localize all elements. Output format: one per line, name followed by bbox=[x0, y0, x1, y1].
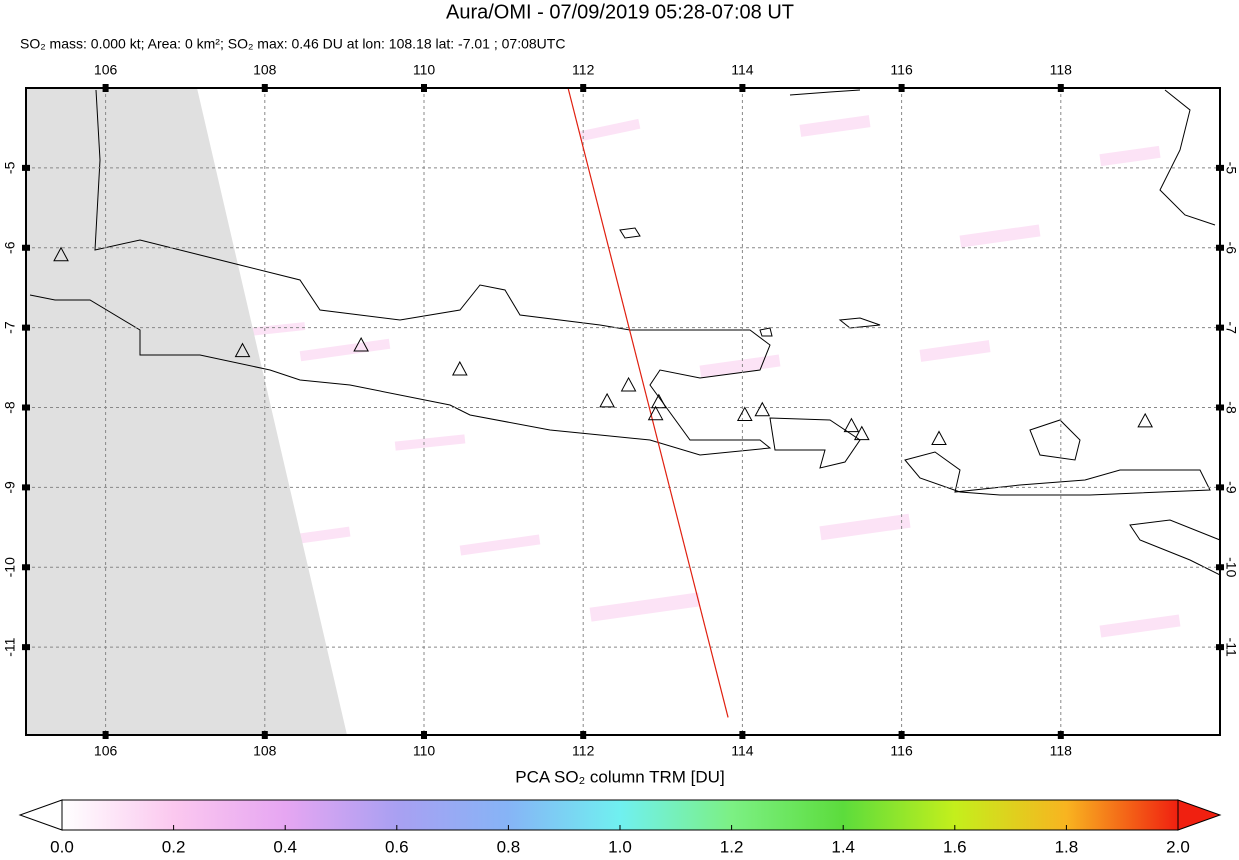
axes: 106 106 108 108 110 110 112 112 114 114 116 116 118 1… bbox=[2, 62, 1239, 759]
colorbar-tick-label: 0.4 bbox=[273, 837, 297, 855]
volcano-marker bbox=[736, 406, 753, 421]
no-data-region bbox=[26, 88, 347, 735]
x-tick-label: 116 bbox=[890, 62, 913, 78]
x-tick-label: 110 bbox=[413, 62, 436, 78]
colorbar: PCA SO₂ column TRM [DU] 0.0 0.2 0.4 0.6 0.8 1… bbox=[18, 767, 1222, 856]
volcano-marker bbox=[647, 405, 664, 421]
y-tick-label: -5 bbox=[1223, 162, 1239, 175]
x-tick-label: 106 bbox=[94, 743, 118, 759]
marks bbox=[53, 87, 1154, 718]
x-tick-label: 114 bbox=[731, 743, 754, 759]
y-tick-label: -5 bbox=[2, 161, 18, 174]
colorbar-tick-label: 1.4 bbox=[831, 837, 855, 855]
map-frame bbox=[25, 87, 1221, 736]
y-tick-label: -8 bbox=[2, 401, 18, 414]
chart-subtitle: SO₂ mass: 0.000 kt; Area: 0 km²; SO₂ max… bbox=[20, 36, 565, 52]
colorbar-tick-label: 1.6 bbox=[943, 837, 967, 855]
y-tick-label: -7 bbox=[1223, 321, 1239, 334]
volcano-marker bbox=[353, 336, 369, 352]
colorbar-tick-label: 2.0 bbox=[1166, 837, 1190, 855]
x-tick-label: 110 bbox=[413, 743, 436, 759]
x-tick-label: 118 bbox=[1050, 743, 1073, 759]
volcano-marker bbox=[53, 246, 69, 262]
volcano-marker bbox=[620, 376, 637, 392]
y-tick-label: -7 bbox=[2, 321, 18, 334]
x-tick-label: 116 bbox=[890, 743, 913, 759]
y-tick-label: -8 bbox=[1223, 401, 1239, 414]
y-tick-label: -9 bbox=[2, 481, 18, 494]
x-tick-label: 106 bbox=[94, 62, 118, 78]
so2-streaks bbox=[249, 115, 1181, 638]
map-area bbox=[25, 87, 1221, 736]
x-tick-label: 118 bbox=[1050, 62, 1073, 78]
volcano-marker bbox=[451, 360, 468, 376]
colorbar-under-arrow bbox=[18, 799, 63, 831]
x-tick-label: 108 bbox=[253, 743, 277, 759]
colorbar-tick-label: 0.8 bbox=[497, 837, 521, 855]
y-tick-label: -9 bbox=[1223, 481, 1239, 494]
volcano-marker bbox=[754, 401, 771, 417]
x-tick-label: 112 bbox=[572, 62, 595, 78]
volcano-marker bbox=[599, 392, 615, 408]
orbit-track bbox=[567, 87, 729, 718]
colorbar-tick-label: 1.0 bbox=[608, 837, 632, 855]
y-tick-label: -11 bbox=[2, 637, 18, 656]
colorbar-tick-label: 0.0 bbox=[50, 837, 74, 855]
x-tick-label: 114 bbox=[731, 62, 754, 78]
y-tick-label: -11 bbox=[1223, 638, 1239, 657]
y-tick-label: -6 bbox=[2, 241, 18, 254]
volcano-marker bbox=[234, 342, 251, 358]
chart-title: Aura/OMI - 07/09/2019 05:28-07:08 UT bbox=[446, 1, 794, 23]
y-tick-label: -6 bbox=[1223, 242, 1239, 255]
x-tick-label: 108 bbox=[253, 62, 277, 78]
colorbar-label: PCA SO₂ column TRM [DU] bbox=[515, 767, 724, 786]
volcano-marker bbox=[853, 425, 870, 441]
colorbar-tick-label: 0.2 bbox=[162, 837, 186, 855]
grid bbox=[26, 88, 1220, 735]
x-tick-label: 112 bbox=[572, 743, 595, 759]
volcano-marker bbox=[843, 417, 860, 433]
colorbar-tick-label: 1.8 bbox=[1055, 837, 1079, 855]
volcano-marker bbox=[650, 393, 667, 409]
colorbar-tick-label: 0.6 bbox=[385, 837, 409, 855]
volcano-marker bbox=[931, 430, 947, 445]
colorbar-over-arrow bbox=[1177, 799, 1222, 831]
colorbar-tick-label: 1.2 bbox=[720, 837, 744, 855]
volcano-marker bbox=[1137, 412, 1154, 428]
y-tick-label: -10 bbox=[1223, 557, 1239, 577]
y-tick-label: -10 bbox=[2, 557, 18, 577]
